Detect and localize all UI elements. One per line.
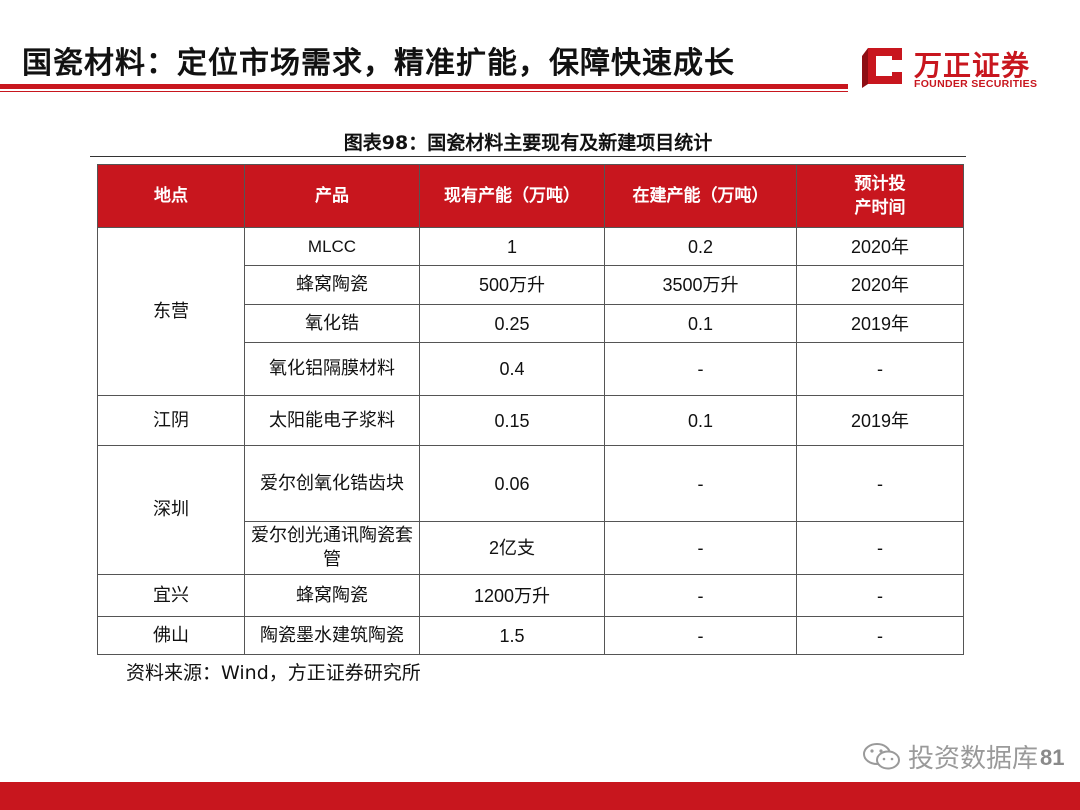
existing-capacity-cell: 1.5 xyxy=(419,616,605,655)
watermark-text: 投资数据库 xyxy=(908,744,1039,774)
page-number: 81 xyxy=(1040,745,1065,770)
projects-table: 地点 产品 现有产能（万吨） 在建产能（万吨） 预计投 产时间 东营 MLCC … xyxy=(97,164,964,655)
source-note: 资料来源：Wind，方正证券研究所 xyxy=(126,662,421,684)
production-time-cell: 2020年 xyxy=(796,227,964,266)
table-header-row: 地点 产品 现有产能（万吨） 在建产能（万吨） 预计投 产时间 xyxy=(97,164,964,228)
title-divider-thin xyxy=(0,91,848,92)
existing-capacity-cell: 500万升 xyxy=(419,265,605,305)
table-row: 深圳 爱尔创氧化锆齿块 0.06 - - xyxy=(97,445,964,575)
production-time-cell: - xyxy=(796,574,964,617)
product-cell: 蜂窝陶瓷 xyxy=(244,265,420,305)
location-cell: 东营 xyxy=(97,227,245,396)
existing-capacity-cell: 0.4 xyxy=(419,342,605,396)
logo-chinese-name: 万正证券 xyxy=(914,49,1031,82)
building-capacity-cell: 0.1 xyxy=(604,395,797,446)
caption-divider xyxy=(90,156,966,157)
existing-capacity-cell: 2亿支 xyxy=(419,521,605,575)
logo-english-name: FOUNDER SECURITIES xyxy=(914,78,1038,90)
existing-capacity-cell: 1 xyxy=(419,227,605,266)
production-time-cell: 2020年 xyxy=(796,265,964,305)
existing-capacity-cell: 0.06 xyxy=(419,445,605,522)
existing-capacity-cell: 1200万升 xyxy=(419,574,605,617)
existing-capacity-cell: 0.15 xyxy=(419,395,605,446)
product-cell: 蜂窝陶瓷 xyxy=(244,574,420,617)
table-row: 佛山 陶瓷墨水建筑陶瓷 1.5 - - xyxy=(97,616,964,655)
building-capacity-cell: - xyxy=(604,342,797,396)
product-cell: 氧化铝隔膜材料 xyxy=(244,342,420,396)
table-row: 氧化铝隔膜材料 0.4 - - xyxy=(98,342,964,396)
header-location: 地点 xyxy=(97,164,245,228)
building-capacity-cell: - xyxy=(604,445,797,522)
table-row: 爱尔创光通讯陶瓷套管 2亿支 - - xyxy=(98,521,964,575)
product-cell: 爱尔创光通讯陶瓷套管 xyxy=(244,521,420,575)
building-capacity-cell: 3500万升 xyxy=(604,265,797,305)
location-cell: 深圳 xyxy=(97,445,245,575)
table-row: 宜兴 蜂窝陶瓷 1200万升 - - xyxy=(97,574,964,617)
production-time-cell: 2019年 xyxy=(796,395,964,446)
building-capacity-cell: - xyxy=(604,616,797,655)
production-time-cell: - xyxy=(796,342,964,396)
table-row: 江阴 太阳能电子浆料 0.15 0.1 2019年 xyxy=(97,395,964,446)
location-cell: 江阴 xyxy=(97,395,245,446)
logo-mark-icon xyxy=(862,48,902,88)
building-capacity-cell: - xyxy=(604,574,797,617)
location-cell: 宜兴 xyxy=(97,574,245,617)
company-logo: 万正证券 FOUNDER SECURITIES xyxy=(862,44,1062,94)
table-row: 东营 MLCC 1 0.2 2020年 xyxy=(97,227,964,396)
table-row: 氧化锆 0.25 0.1 2019年 xyxy=(98,304,964,343)
wechat-icon xyxy=(863,743,900,770)
production-time-cell: - xyxy=(796,521,964,575)
product-cell: MLCC xyxy=(244,227,420,266)
existing-capacity-cell: 0.25 xyxy=(419,304,605,343)
header-building-capacity: 在建产能（万吨） xyxy=(604,164,797,228)
slide-title: 国瓷材料：定位市场需求，精准扩能，保障快速成长 xyxy=(22,46,735,81)
table-caption: 图表98：国瓷材料主要现有及新建项目统计 xyxy=(343,132,713,154)
header-production-time: 预计投 产时间 xyxy=(796,164,964,228)
product-cell: 太阳能电子浆料 xyxy=(244,395,420,446)
product-cell: 爱尔创氧化锆齿块 xyxy=(244,445,420,522)
header-existing-capacity: 现有产能（万吨） xyxy=(419,164,605,228)
bottom-accent-bar xyxy=(0,782,1080,810)
building-capacity-cell: 0.1 xyxy=(604,304,797,343)
product-cell: 陶瓷墨水建筑陶瓷 xyxy=(244,616,420,655)
table-row: 蜂窝陶瓷 500万升 3500万升 2020年 xyxy=(98,265,964,305)
building-capacity-cell: - xyxy=(604,521,797,575)
production-time-cell: - xyxy=(796,616,964,655)
building-capacity-cell: 0.2 xyxy=(604,227,797,266)
product-cell: 氧化锆 xyxy=(244,304,420,343)
production-time-cell: 2019年 xyxy=(796,304,964,343)
production-time-cell: - xyxy=(796,445,964,522)
header-product: 产品 xyxy=(244,164,420,228)
title-divider xyxy=(0,84,848,89)
location-cell: 佛山 xyxy=(97,616,245,655)
